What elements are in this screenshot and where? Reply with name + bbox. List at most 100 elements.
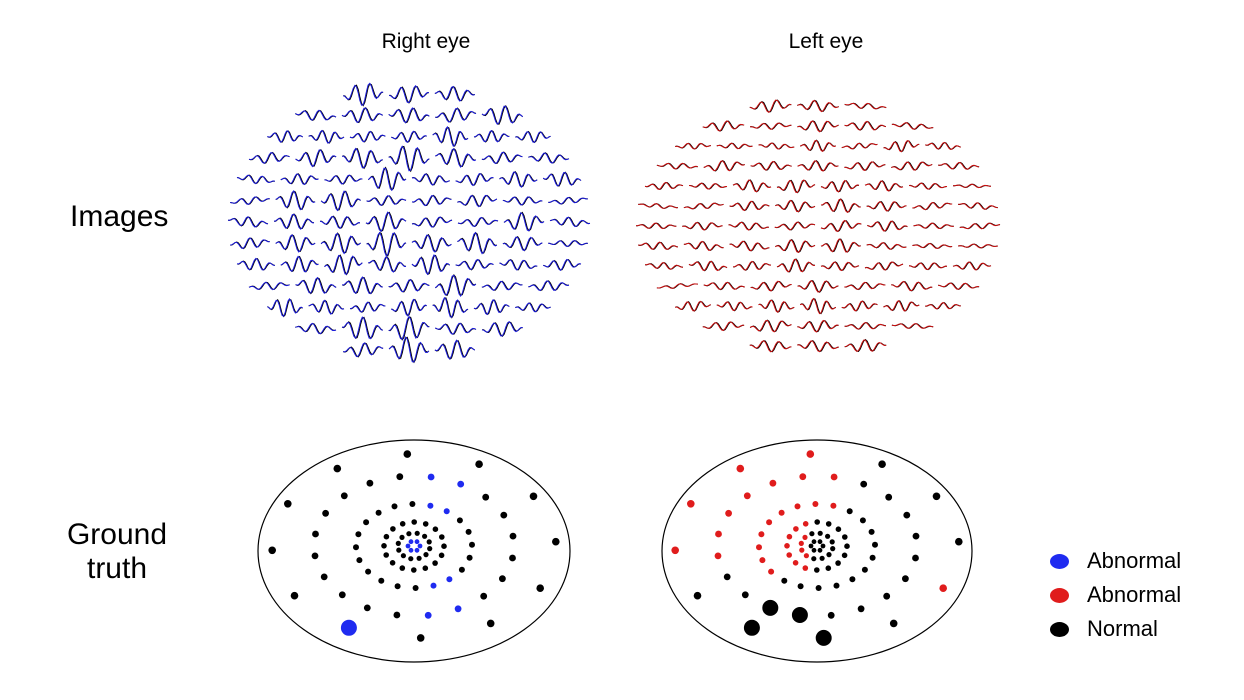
overlay-waveform — [389, 85, 429, 104]
waveform — [799, 139, 836, 153]
waveform — [515, 302, 551, 313]
waveform — [797, 319, 839, 333]
waveform — [912, 201, 953, 211]
waveform — [499, 259, 538, 271]
abnormal-dot — [457, 480, 465, 488]
waveform — [749, 99, 792, 113]
waveform — [434, 85, 475, 102]
overlay-waveform — [548, 240, 588, 248]
normal-dot — [814, 567, 820, 573]
waveform — [280, 173, 319, 186]
waveform — [548, 196, 588, 205]
overlay-waveform — [481, 151, 523, 164]
overlay-waveform — [411, 233, 452, 253]
waveform — [343, 342, 384, 358]
ground-truth-row-label: Ground truth — [62, 518, 172, 586]
normal-dot — [809, 531, 815, 537]
waveform — [455, 258, 494, 270]
overlay-waveform — [411, 194, 452, 207]
abnormal-dot — [756, 544, 762, 551]
normal-dot — [844, 543, 850, 549]
waveform — [682, 221, 723, 231]
normal-dot — [500, 511, 508, 519]
right-eye-ground-truth-map — [257, 439, 571, 663]
abnormal-dot — [802, 565, 809, 571]
normal-dot — [355, 531, 362, 538]
abnormal-dot — [736, 464, 745, 473]
normal-dot — [781, 577, 788, 584]
abnormal-dot — [802, 534, 808, 540]
abnormal-dot — [671, 546, 679, 555]
waveform — [728, 221, 769, 231]
waveform — [729, 200, 770, 211]
overlay-waveform — [503, 211, 545, 232]
waveform — [841, 300, 878, 312]
abnormal-dot — [408, 539, 414, 545]
normal-dot — [835, 526, 842, 532]
waveform — [776, 179, 816, 194]
abnormal-dot — [799, 473, 807, 481]
overlay-waveform — [274, 213, 315, 230]
waveform — [503, 212, 545, 232]
waveform — [958, 202, 998, 210]
overlay-waveform — [729, 240, 770, 252]
overlay-waveform — [542, 171, 582, 187]
normal-dot — [391, 503, 398, 510]
abnormal-right-swatch — [1050, 553, 1069, 569]
overlay-waveform — [343, 83, 384, 107]
waveform — [891, 323, 934, 329]
overlay-waveform — [388, 316, 430, 341]
normal-dot — [333, 464, 342, 473]
normal-dot — [811, 556, 817, 562]
abnormal-dot — [687, 500, 695, 508]
waveform — [411, 234, 452, 253]
left-eye-trace-array — [635, 99, 1001, 353]
overlay-waveform — [482, 321, 523, 338]
waveform — [703, 160, 745, 172]
waveform — [411, 195, 452, 207]
waveform — [267, 298, 303, 317]
normal-dot — [458, 566, 465, 573]
abnormal-dot — [778, 509, 785, 516]
waveform — [775, 239, 816, 254]
abnormal-dot — [430, 582, 437, 589]
normal-dot — [409, 501, 416, 507]
abnormal-dot — [714, 552, 722, 560]
overlay-waveform — [867, 220, 908, 232]
normal-dot — [857, 605, 865, 613]
normal-dot — [868, 528, 875, 535]
abnormal-dot — [759, 557, 766, 564]
overlay-waveform — [366, 231, 407, 257]
normal-dot — [820, 543, 826, 549]
waveform — [841, 142, 878, 150]
normal-dot — [396, 473, 404, 481]
waveform — [729, 240, 770, 252]
waveform — [716, 142, 753, 150]
normal-dot — [441, 543, 447, 549]
waveform — [391, 130, 427, 143]
waveform — [432, 296, 469, 318]
waveform — [675, 142, 711, 150]
normal-dot — [475, 460, 483, 468]
waveform — [750, 122, 792, 130]
normal-dot — [902, 575, 909, 583]
waveform — [388, 107, 430, 124]
normal-dot — [827, 611, 835, 619]
abnormal-dot — [405, 543, 411, 549]
normal-dot — [955, 537, 963, 546]
waveform — [324, 174, 363, 185]
waveform — [891, 122, 934, 130]
waveform — [342, 147, 383, 169]
overlay-waveform — [776, 179, 816, 194]
normal-dot — [427, 546, 433, 552]
waveform — [248, 152, 290, 164]
ground-truth-label-line1: Ground — [66, 518, 168, 551]
waveform — [638, 203, 678, 209]
normal-dot — [833, 582, 840, 589]
normal-dot — [439, 534, 445, 540]
waveform — [883, 140, 920, 153]
normal-dot — [311, 552, 319, 560]
waveform — [432, 125, 469, 147]
normal-dot — [826, 552, 832, 558]
waveform — [473, 299, 510, 316]
